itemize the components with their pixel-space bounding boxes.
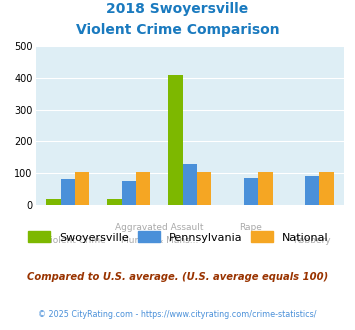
Bar [168, 75, 183, 205]
Bar [75, 172, 89, 205]
Bar [258, 172, 273, 205]
Bar [197, 172, 212, 205]
Text: Murder & Mans...: Murder & Mans... [121, 236, 198, 245]
Text: © 2025 CityRating.com - https://www.cityrating.com/crime-statistics/: © 2025 CityRating.com - https://www.city… [38, 310, 317, 319]
Bar [183, 164, 197, 205]
Bar [244, 178, 258, 205]
Text: All Violent Crime: All Violent Crime [30, 236, 106, 245]
Bar [61, 179, 75, 205]
Text: Violent Crime Comparison: Violent Crime Comparison [76, 23, 279, 37]
Bar [46, 199, 61, 205]
Text: Aggravated Assault: Aggravated Assault [115, 223, 204, 232]
Bar [136, 172, 151, 205]
Bar [107, 199, 122, 205]
Legend: Swoyersville, Pennsylvania, National: Swoyersville, Pennsylvania, National [23, 227, 333, 247]
Bar [305, 176, 319, 205]
Bar [319, 172, 334, 205]
Text: Robbery: Robbery [293, 236, 331, 245]
Text: Rape: Rape [240, 223, 262, 232]
Text: 2018 Swoyersville: 2018 Swoyersville [106, 2, 248, 16]
Text: Compared to U.S. average. (U.S. average equals 100): Compared to U.S. average. (U.S. average … [27, 272, 328, 282]
Bar [122, 181, 136, 205]
